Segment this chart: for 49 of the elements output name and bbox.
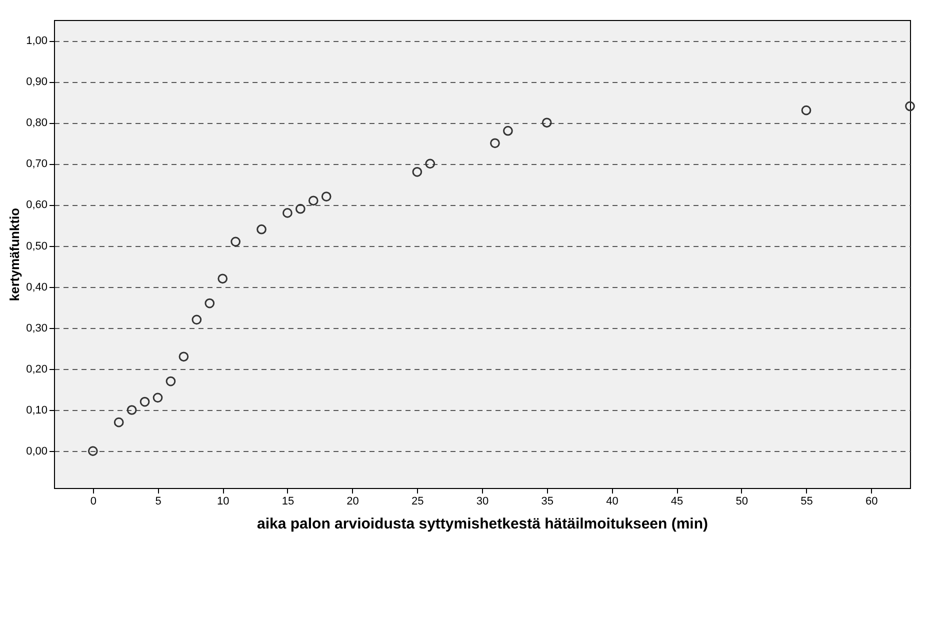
point	[282, 208, 292, 218]
y-tick-label: 0,60	[26, 199, 48, 212]
x-axis-title: aika palon arvioidusta syttymishetkestä hätäilmoitukseen (min)	[257, 516, 708, 532]
point	[801, 105, 812, 116]
y-tick-label: 0,70	[26, 158, 48, 170]
x-tick-label: 10	[216, 496, 230, 508]
point	[140, 396, 150, 407]
x-tick-label: 15	[282, 496, 294, 508]
point	[230, 236, 241, 247]
point	[152, 392, 163, 403]
x-tick-label: 45	[670, 496, 684, 508]
point	[218, 274, 228, 284]
y-tick-label: 0,20	[26, 363, 48, 376]
x-tick-label: 30	[476, 496, 489, 508]
point	[192, 314, 202, 325]
y-tick-label: 0,40	[26, 281, 48, 294]
x-tick-label: 55	[800, 496, 813, 508]
point	[542, 118, 552, 128]
x-tick-label: 25	[412, 496, 424, 508]
x-tick-label: 0	[90, 496, 96, 508]
point	[308, 196, 318, 206]
point	[166, 376, 176, 386]
x-tick-label: 60	[865, 496, 878, 508]
x-tick-label: 35	[541, 496, 554, 508]
point	[178, 352, 189, 362]
x-tick-label: 5	[155, 496, 162, 508]
point	[321, 192, 332, 202]
point	[256, 224, 266, 234]
y-tick-label: 0,00	[26, 446, 48, 458]
point	[88, 446, 98, 456]
y-tick-label: 1,00	[26, 35, 48, 48]
x-tick-label: 20	[346, 496, 359, 508]
point	[503, 126, 513, 136]
y-tick-label: 0,80	[26, 117, 48, 130]
x-tick-label: 50	[736, 496, 748, 508]
y-tick-label: 0,10	[26, 404, 48, 416]
y-tick-label: 0,90	[26, 76, 48, 88]
point	[114, 417, 124, 428]
point	[905, 101, 915, 112]
point	[425, 158, 436, 169]
x-tick-label: 40	[606, 496, 618, 508]
point	[295, 204, 306, 214]
point	[126, 405, 137, 415]
point	[490, 138, 500, 148]
y-tick-label: 0,30	[26, 322, 48, 334]
y-tick-label: 0,50	[26, 240, 48, 252]
point	[412, 166, 422, 177]
y-axis-title: kertymäfunktio	[7, 208, 22, 302]
point	[204, 298, 215, 308]
